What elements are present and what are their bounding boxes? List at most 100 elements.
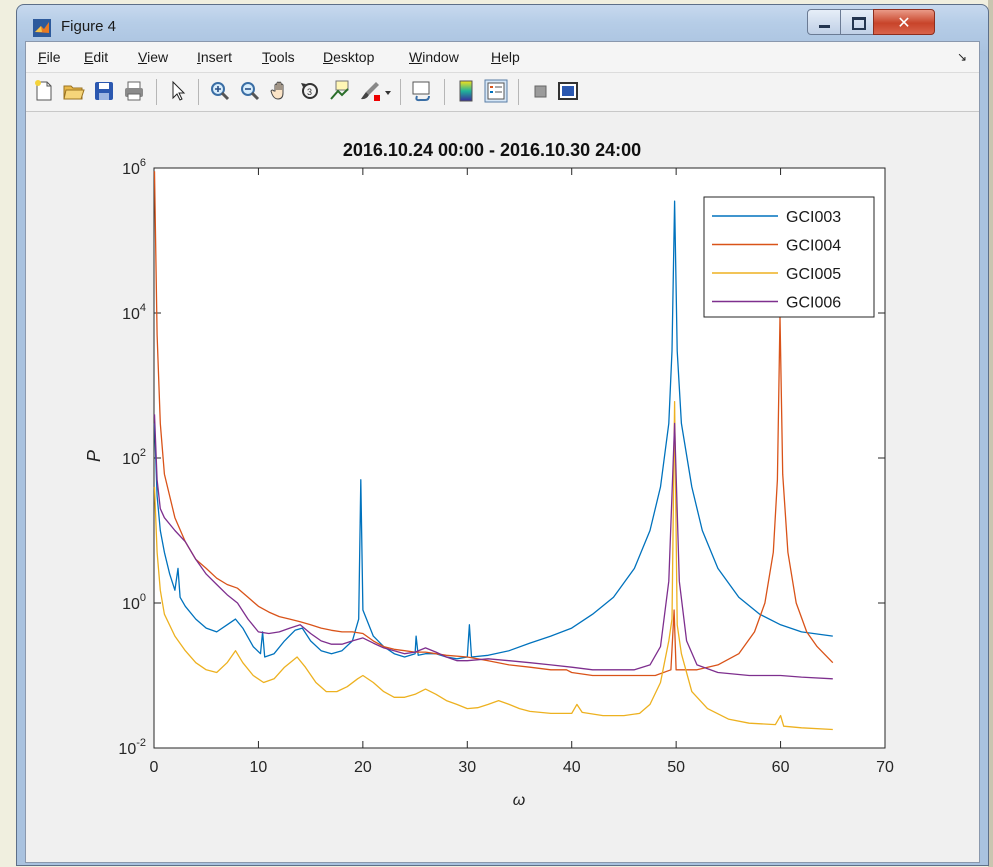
toolbar-separator — [198, 79, 199, 105]
menu-accelerator: T — [262, 49, 269, 65]
y-tick-base: 10 — [122, 596, 140, 613]
menu-help[interactable]: Help — [491, 49, 520, 65]
matlab-icon — [33, 19, 51, 37]
maximize-icon — [852, 17, 866, 30]
menu-accelerator: F — [38, 49, 47, 65]
minimize-icon — [819, 25, 830, 28]
y-tick-exponent: 4 — [140, 302, 146, 314]
open-file-icon[interactable] — [62, 79, 86, 103]
menu-accelerator: H — [491, 49, 502, 65]
desktop-edge — [988, 0, 993, 867]
y-tick-exponent: -2 — [136, 737, 146, 749]
x-tick-label: 30 — [458, 759, 476, 776]
save-icon[interactable] — [92, 79, 116, 103]
title-bar[interactable]: Figure 4 ✕ — [17, 5, 988, 41]
zoom-out-icon[interactable] — [238, 79, 262, 103]
menu-label-rest: elp — [501, 49, 520, 65]
x-tick-label: 70 — [876, 759, 894, 776]
toolbar-dock-icon[interactable]: ↘ — [956, 50, 967, 64]
chart-title: 2016.10.24 00:00 - 2016.10.30 24:00 — [343, 140, 641, 160]
menu-view[interactable]: View — [138, 49, 168, 65]
menu-tools[interactable]: Tools — [262, 49, 295, 65]
new-figure-icon[interactable] — [32, 79, 56, 103]
link-plot-icon[interactable] — [410, 79, 434, 103]
menu-window[interactable]: Window — [409, 49, 459, 65]
menu-label-rest: indow — [422, 49, 459, 65]
close-icon: ✕ — [897, 13, 911, 32]
menu-label-rest: iew — [147, 49, 169, 65]
menu-desktop[interactable]: Desktop — [323, 49, 374, 65]
figure-canvas: 2016.10.24 00:00 - 2016.10.30 24:00 0 10 2… — [26, 112, 979, 862]
menu-label-rest: dit — [93, 49, 109, 65]
legend[interactable]: GCI003 GCI004 GCI005 GCI006 — [703, 196, 875, 318]
y-tick-exponent: 6 — [140, 157, 146, 169]
y-tick-base: 10 — [122, 451, 140, 468]
x-tick-label: 50 — [667, 759, 685, 776]
window-title: Figure 4 — [61, 18, 117, 35]
x-tick-label: 0 — [150, 759, 159, 776]
y-tick-label: 104 — [122, 302, 146, 323]
y-tick-exponent: 2 — [140, 447, 146, 459]
figure-window: Figure 4 ✕ ↘ File Edit View Insert Tools Desk… — [16, 4, 989, 866]
menu-insert[interactable]: Insert — [197, 49, 232, 65]
rotate-3d-icon[interactable]: 3 — [298, 79, 322, 103]
series-line-gci006 — [153, 414, 833, 680]
menu-accelerator: W — [409, 49, 423, 65]
pan-hand-icon[interactable] — [268, 79, 292, 103]
maximize-button[interactable] — [840, 9, 874, 35]
figure-client-area: ↘ File Edit View Insert Tools Desktop Window He… — [25, 41, 980, 863]
y-tick-label: 100 — [122, 592, 146, 613]
legend-icon[interactable] — [484, 79, 508, 103]
data-cursor-icon[interactable] — [328, 79, 352, 103]
menu-label-rest: nsert — [200, 49, 233, 65]
brush-dropdown-icon[interactable] — [382, 79, 394, 103]
legend-label: GCI006 — [786, 295, 841, 312]
menu-label-rest: esktop — [333, 49, 375, 65]
figure-toolbar: 3 — [26, 73, 979, 112]
menu-label-rest: ools — [269, 49, 295, 65]
series-line-gci005 — [153, 400, 833, 731]
menu-bar: ↘ File Edit View Insert Tools Desktop Window He… — [26, 42, 979, 73]
toolbar-separator — [444, 79, 445, 105]
x-tick-label: 10 — [250, 759, 268, 776]
pointer-icon[interactable] — [166, 79, 190, 103]
hide-plot-tools-icon[interactable] — [528, 79, 552, 103]
x-axis-label: ω — [513, 792, 525, 809]
menu-accelerator: V — [138, 49, 148, 65]
x-tick-label: 60 — [772, 759, 790, 776]
plot-svg[interactable]: 2016.10.24 00:00 - 2016.10.30 24:00 0 10 2… — [26, 112, 979, 862]
legend-label: GCI004 — [786, 238, 841, 255]
y-tick-base: 10 — [122, 161, 140, 178]
toolbar-separator — [518, 79, 519, 105]
legend-label: GCI003 — [786, 209, 841, 226]
plot-area — [153, 171, 834, 731]
y-tick-base: 10 — [118, 741, 136, 758]
menu-label-rest: ile — [46, 49, 61, 65]
brush-icon[interactable] — [358, 79, 382, 103]
legend-box — [703, 196, 875, 318]
y-tick-label: 106 — [122, 157, 146, 178]
x-tick-label: 40 — [563, 759, 581, 776]
show-plot-tools-icon[interactable] — [556, 79, 580, 103]
y-tick-base: 10 — [122, 306, 140, 323]
toolbar-separator — [156, 79, 157, 105]
y-tick-label: 10-2 — [118, 737, 146, 758]
series-line-gci003 — [153, 200, 833, 660]
menu-file[interactable]: File — [38, 49, 61, 65]
y-tick-label: 102 — [122, 447, 146, 468]
series-line-gci004 — [153, 171, 834, 677]
toolbar-separator — [400, 79, 401, 105]
y-axis-label: P — [84, 450, 104, 462]
zoom-in-icon[interactable] — [208, 79, 232, 103]
minimize-button[interactable] — [807, 9, 841, 35]
x-tick-label: 20 — [354, 759, 372, 776]
print-icon[interactable] — [122, 79, 146, 103]
close-button[interactable]: ✕ — [873, 9, 935, 35]
menu-edit[interactable]: Edit — [84, 49, 108, 65]
menu-accelerator: D — [323, 49, 334, 65]
menu-accelerator: I — [197, 49, 201, 65]
colorbar-icon[interactable] — [454, 79, 478, 103]
y-tick-exponent: 0 — [140, 592, 146, 604]
legend-label: GCI005 — [786, 266, 841, 283]
